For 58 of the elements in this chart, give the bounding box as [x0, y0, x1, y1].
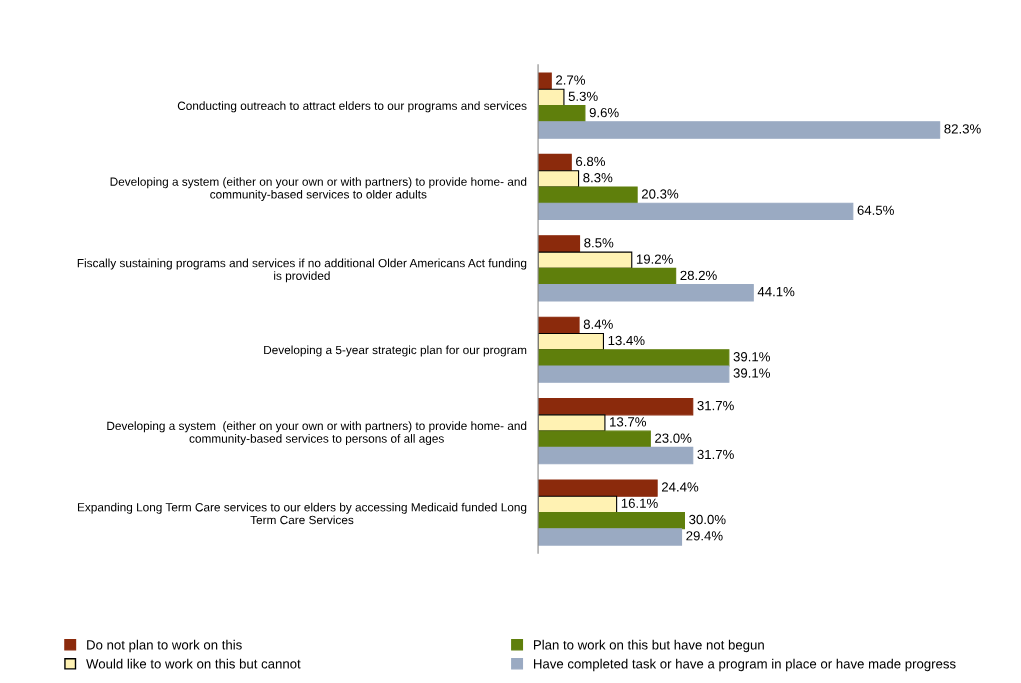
bar [538, 251, 633, 269]
bar [538, 105, 586, 123]
bar [538, 72, 552, 90]
bar [538, 170, 580, 188]
data-label: 2.7% [556, 75, 586, 85]
bar [538, 398, 694, 416]
data-label: 31.7% [697, 449, 734, 460]
data-label: 20.3% [641, 189, 679, 199]
bar [538, 121, 941, 139]
legend-label: Would like to work on this but cannot [86, 658, 301, 669]
bar [538, 528, 683, 546]
y-tick-label: Expanding Long Term Care services to our elders by accessing Medicaid funded Long Term Care Services [77, 502, 527, 525]
y-tick-label: Developing a system (either on your own or with partners) to provide home- and community-based services to older adults [110, 177, 527, 201]
bar [538, 267, 677, 286]
bar [538, 511, 686, 530]
bar [538, 446, 694, 465]
bar [538, 153, 572, 172]
data-label: 13.7% [610, 417, 647, 427]
bar [538, 284, 754, 302]
data-label: 23.0% [655, 433, 692, 443]
bar [538, 430, 651, 448]
bar [538, 316, 580, 335]
bar [538, 495, 618, 514]
data-label: 82.3% [944, 124, 981, 134]
data-label: 13.4% [608, 335, 645, 346]
bar [538, 479, 658, 497]
bar [538, 349, 730, 367]
data-label: 28.2% [680, 270, 717, 281]
legend-label: Plan to work on this but have not begun [534, 639, 764, 653]
data-label: 24.4% [661, 482, 699, 492]
data-label: 6.8% [576, 156, 606, 167]
data-label: 39.1% [733, 368, 770, 378]
data-label: 5.3% [568, 91, 598, 101]
bar [538, 186, 638, 204]
data-label: 30.0% [689, 514, 726, 525]
bar [538, 365, 730, 383]
data-label: 39.1% [733, 352, 770, 362]
data-label: 64.5% [857, 205, 894, 215]
data-label: 8.4% [583, 319, 613, 329]
data-label: 8.5% [584, 238, 614, 248]
y-tick-label: Developing a system (either on your own or with partners) to provide home- and community-based services to persons of all ages [107, 421, 527, 446]
bar [538, 235, 581, 253]
bar [538, 332, 605, 351]
data-label: 29.4% [686, 531, 723, 541]
y-tick-label: Fiscally sustaining programs and services if no additional Older Americans Act funding is provided [77, 258, 527, 283]
bar [538, 202, 854, 221]
data-label: 31.7% [697, 400, 734, 411]
legend-label: Do not plan to work on this [87, 639, 242, 653]
data-label: 16.1% [621, 498, 658, 508]
data-label: 8.3% [583, 173, 613, 183]
data-label: 9.6% [589, 107, 619, 118]
y-tick-label: Conducting outreach to attract elders to our programs and services [177, 101, 527, 113]
y-tick-label: Developing a 5-year strategic plan for our program [264, 345, 527, 357]
bar [538, 414, 606, 432]
data-label: 19.2% [636, 254, 673, 264]
bar [538, 88, 565, 107]
legend-label: Have completed task or have a program in place or have made progress [534, 658, 956, 672]
data-label: 44.1% [757, 287, 795, 297]
